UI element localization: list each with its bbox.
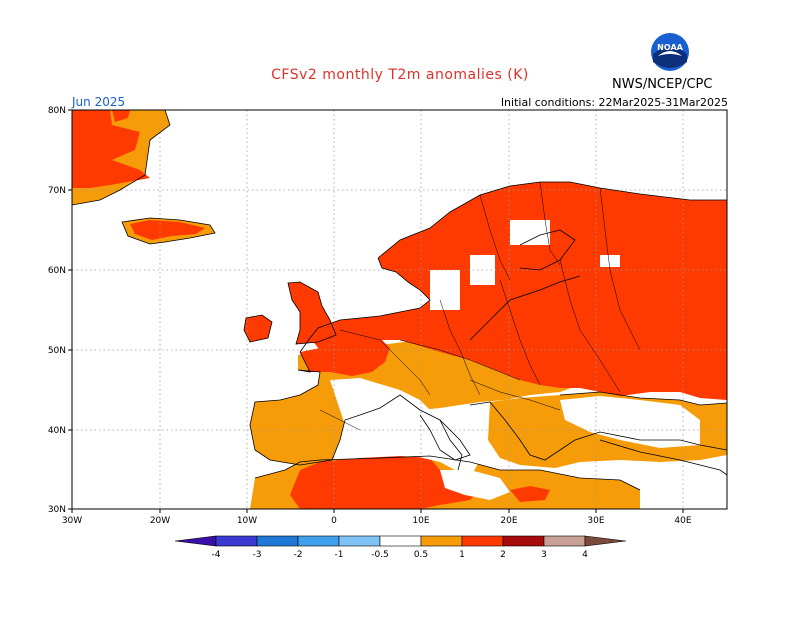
colorbar-segment-gt-4	[584, 535, 627, 547]
lon-label-10w: 10W	[237, 516, 257, 526]
colorbar-label-m0p5: -0.5	[371, 550, 389, 560]
colorbar-label-0p5: 0.5	[414, 550, 428, 560]
map-area	[72, 110, 727, 509]
axis-ticks	[68, 109, 684, 513]
agency-label: NWS/NCEP/CPC	[612, 77, 713, 92]
lon-label-10e: 10E	[412, 516, 429, 526]
lat-label-50n: 50N	[48, 346, 66, 356]
chart-title: CFSv2 monthly T2m anomalies (K)	[271, 67, 529, 83]
lat-label-60n: 60N	[48, 266, 66, 276]
lon-label-30w: 30W	[62, 516, 82, 526]
near-normal-regions	[330, 220, 700, 500]
colorbar-segment-lt-4	[174, 535, 217, 547]
colorbar-segment-neutral	[379, 535, 422, 547]
colorbar-label-m2: -2	[294, 550, 303, 560]
colorbar-label-3: 3	[541, 550, 547, 560]
colorbar-segment-4-3	[215, 535, 258, 547]
colorbar-segment-2-1	[297, 535, 340, 547]
colorbar-segment-0p5-1	[420, 535, 463, 547]
colorbar-label-m1: -1	[335, 550, 344, 560]
colorbar-label-2: 2	[500, 550, 506, 560]
colorbar-label-4: 4	[582, 550, 588, 560]
lon-label-40e: 40E	[674, 516, 691, 526]
colorbar-label-m4: -4	[212, 550, 221, 560]
lat-label-80n: 80N	[48, 106, 66, 116]
colorbar-segment-1-2	[461, 535, 504, 547]
lon-label-20e: 20E	[500, 516, 517, 526]
colorbar-label-m3: -3	[253, 550, 262, 560]
lon-label-20w: 20W	[150, 516, 170, 526]
colorbar-segment-3-2	[256, 535, 299, 547]
lat-label-30n: 30N	[48, 505, 66, 515]
country-borders	[319, 181, 641, 431]
initial-conditions: Initial conditions: 22Mar2025-31Mar2025	[500, 96, 728, 109]
lon-label-30e: 30E	[587, 516, 604, 526]
anomaly-1-2-regions	[72, 110, 727, 509]
graticule	[72, 110, 727, 509]
forecast-period: Jun 2025	[72, 95, 126, 109]
lat-label-70n: 70N	[48, 186, 66, 196]
colorbar-label-1: 1	[459, 550, 465, 560]
lon-label-0: 0	[331, 516, 337, 526]
colorbar-segment-3-4	[543, 535, 586, 547]
noaa-logo-text: NOAA	[657, 43, 683, 52]
colorbar-segment-2-3	[502, 535, 545, 547]
colorbar-segment-1-0p5	[338, 535, 381, 547]
map-frame	[71, 109, 728, 510]
noaa-logo-icon: NOAA	[651, 33, 689, 71]
colorbar: -4 -3 -2 -1 -0.5 0.5 1 2 3 4	[174, 535, 627, 560]
coastlines	[72, 110, 727, 491]
lat-label-40n: 40N	[48, 426, 66, 436]
